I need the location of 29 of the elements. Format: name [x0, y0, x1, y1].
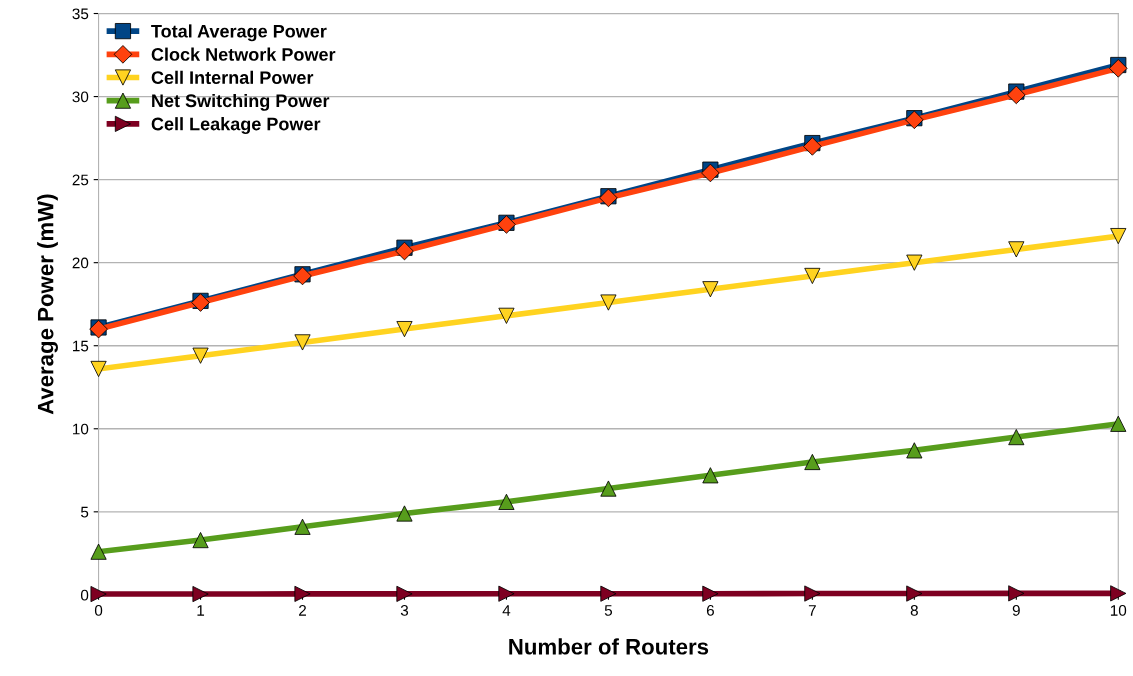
x-tick-label: 5	[604, 605, 613, 616]
legend-label: Cell Internal Power	[151, 70, 314, 84]
point	[395, 241, 414, 261]
legend-label: Clock Network Power	[151, 47, 336, 61]
x-tick-label: 9	[1012, 605, 1020, 616]
y-tick-label: 15	[73, 340, 89, 352]
y-tick-label: 10	[73, 423, 89, 435]
x-axis-title: Number of Routers	[509, 638, 709, 655]
y-tick-label: 0	[80, 589, 89, 601]
y-axis-title: Average Power (mW)	[37, 194, 58, 415]
x-tick-label: 2	[299, 605, 306, 616]
x-tick-label: 4	[502, 605, 511, 616]
y-tick-label: 5	[80, 506, 89, 518]
y-tick-label: 25	[72, 174, 89, 186]
legend-label: Cell Leakage Power	[151, 117, 321, 135]
x-tick-label: 3	[400, 605, 409, 616]
y-tick-label: 35	[72, 8, 89, 20]
legend-label: Total Average Power	[151, 24, 327, 42]
x-tick-label: 6	[706, 605, 714, 616]
point	[396, 321, 413, 338]
x-tick-label: 0	[94, 605, 103, 616]
y-tick-label: 30	[72, 91, 89, 103]
legend-label: Net Switching Power	[152, 93, 330, 111]
x-tick-label: 10	[1110, 605, 1127, 616]
point	[701, 163, 720, 183]
x-tick-label: 1	[197, 605, 205, 616]
x-tick-label: 7	[808, 605, 816, 616]
x-tick-label: 8	[910, 605, 918, 616]
y-tick-label: 20	[72, 257, 89, 269]
